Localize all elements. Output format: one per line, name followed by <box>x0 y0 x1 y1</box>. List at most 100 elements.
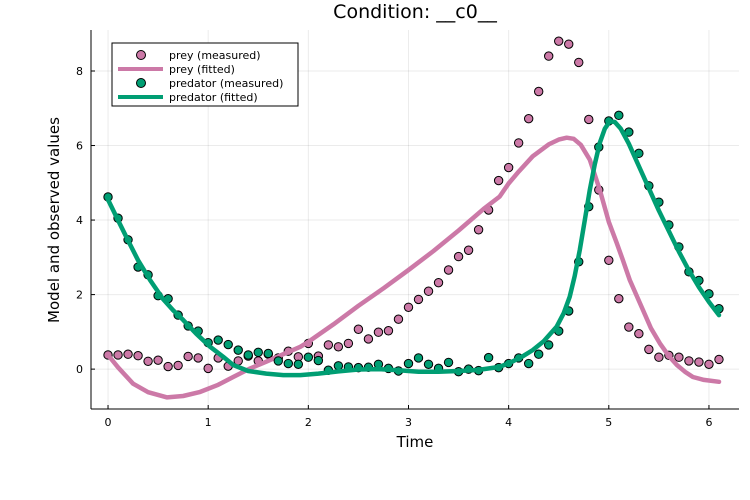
point-predator-measured <box>273 356 283 366</box>
point-prey-measured <box>373 327 384 337</box>
y-axis-title: Model and observed values <box>45 117 63 323</box>
point-prey-measured <box>333 342 344 352</box>
series-prey-measured <box>103 36 724 374</box>
point-prey-measured <box>523 113 534 124</box>
y-ticks: 0 2 4 6 8 <box>76 65 95 376</box>
point-prey-measured <box>143 356 153 366</box>
legend-label-prey-measured: prey (measured) <box>169 49 261 62</box>
point-prey-measured <box>123 349 133 359</box>
point-predator-measured <box>483 352 494 363</box>
series-predator-fitted <box>105 119 722 378</box>
x-tick-label: 3 <box>405 416 412 429</box>
y-tick-label: 0 <box>76 363 83 376</box>
point-prey-measured <box>634 329 644 339</box>
y-tick-label: 6 <box>76 140 83 153</box>
point-predator-measured <box>614 110 624 121</box>
point-prey-measured <box>133 351 143 361</box>
point-predator-measured <box>544 340 554 350</box>
x-tick-label: 1 <box>205 416 212 429</box>
point-predator-measured <box>313 355 324 366</box>
point-predator-measured <box>403 358 414 369</box>
point-prey-measured <box>704 359 714 369</box>
point-prey-measured <box>383 326 394 336</box>
series-layer <box>103 36 724 400</box>
point-prey-measured <box>604 255 614 266</box>
legend-label-predator-measured: predator (measured) <box>169 77 283 90</box>
point-prey-measured <box>624 322 634 332</box>
legend-entry-prey-measured: prey (measured) <box>136 49 261 62</box>
point-predator-measured <box>303 352 314 362</box>
point-prey-measured <box>674 352 684 362</box>
point-prey-measured <box>393 314 404 324</box>
legend-label-prey-fitted: prey (fitted) <box>169 63 235 76</box>
point-predator-measured <box>293 359 304 369</box>
point-prey-measured <box>183 351 193 362</box>
point-predator-measured <box>263 348 273 359</box>
x-tick-label: 5 <box>605 416 612 429</box>
point-prey-measured <box>203 363 213 374</box>
x-tick-label: 4 <box>505 416 512 429</box>
legend-entry-prey-fitted: prey (fitted) <box>118 63 235 76</box>
point-predator-measured <box>443 357 454 368</box>
point-prey-measured <box>684 356 694 366</box>
point-prey-measured <box>584 114 594 125</box>
point-prey-measured <box>554 36 564 46</box>
point-prey-measured <box>403 302 414 312</box>
point-predator-measured <box>423 359 434 369</box>
point-prey-measured <box>423 286 434 296</box>
point-prey-measured <box>533 86 544 97</box>
point-prey-measured <box>323 340 334 350</box>
legend-entry-predator-fitted: predator (fitted) <box>118 91 258 104</box>
point-prey-measured <box>564 39 574 49</box>
point-prey-measured <box>614 293 624 304</box>
point-prey-measured <box>463 245 474 255</box>
point-prey-measured <box>453 251 464 262</box>
point-predator-measured <box>283 358 294 369</box>
axes <box>90 30 739 410</box>
point-prey-measured <box>574 57 584 68</box>
point-prey-measured <box>153 355 163 365</box>
x-axis-title: Time <box>396 433 434 451</box>
point-prey-measured <box>173 360 183 371</box>
legend-marker-predator-measured <box>136 78 146 88</box>
point-prey-measured <box>163 361 173 372</box>
y-tick-label: 8 <box>76 65 83 78</box>
point-prey-measured <box>503 162 514 173</box>
point-predator-measured <box>233 345 243 355</box>
legend-marker-prey-measured <box>136 50 146 60</box>
point-predator-measured <box>253 347 263 358</box>
point-prey-measured <box>513 138 524 148</box>
chart-title: Condition: __c0__ <box>333 1 497 23</box>
point-prey-measured <box>343 338 354 349</box>
point-prey-measured <box>193 353 203 363</box>
point-prey-measured <box>353 324 364 334</box>
legend-label-predator-fitted: predator (fitted) <box>169 91 258 104</box>
legend-entry-predator-measured: predator (measured) <box>136 77 283 90</box>
point-prey-measured <box>654 352 664 362</box>
point-prey-measured <box>544 51 554 61</box>
legend: prey (measured) prey (fitted) predator (… <box>111 42 299 107</box>
point-prey-measured <box>433 277 444 288</box>
line-predator-fitted <box>105 119 722 378</box>
point-prey-measured <box>493 175 504 186</box>
point-prey-measured <box>113 350 123 360</box>
point-predator-measured <box>213 335 223 345</box>
point-prey-measured <box>443 265 454 275</box>
point-predator-measured <box>223 339 233 350</box>
point-prey-measured <box>644 344 654 355</box>
x-tick-label: 6 <box>705 416 712 429</box>
x-tick-label: 2 <box>305 416 312 429</box>
point-predator-measured <box>413 353 424 363</box>
y-tick-label: 2 <box>76 289 83 302</box>
series-prey-fitted <box>105 135 722 400</box>
point-prey-measured <box>363 334 374 344</box>
y-tick-label: 4 <box>76 214 83 227</box>
line-prey-fitted <box>105 135 722 400</box>
x-tick-label: 0 <box>105 416 112 429</box>
point-predator-measured <box>333 361 344 371</box>
point-predator-measured <box>523 358 534 369</box>
point-prey-measured <box>413 294 424 305</box>
point-predator-measured <box>533 349 544 359</box>
point-predator-measured <box>243 350 253 360</box>
